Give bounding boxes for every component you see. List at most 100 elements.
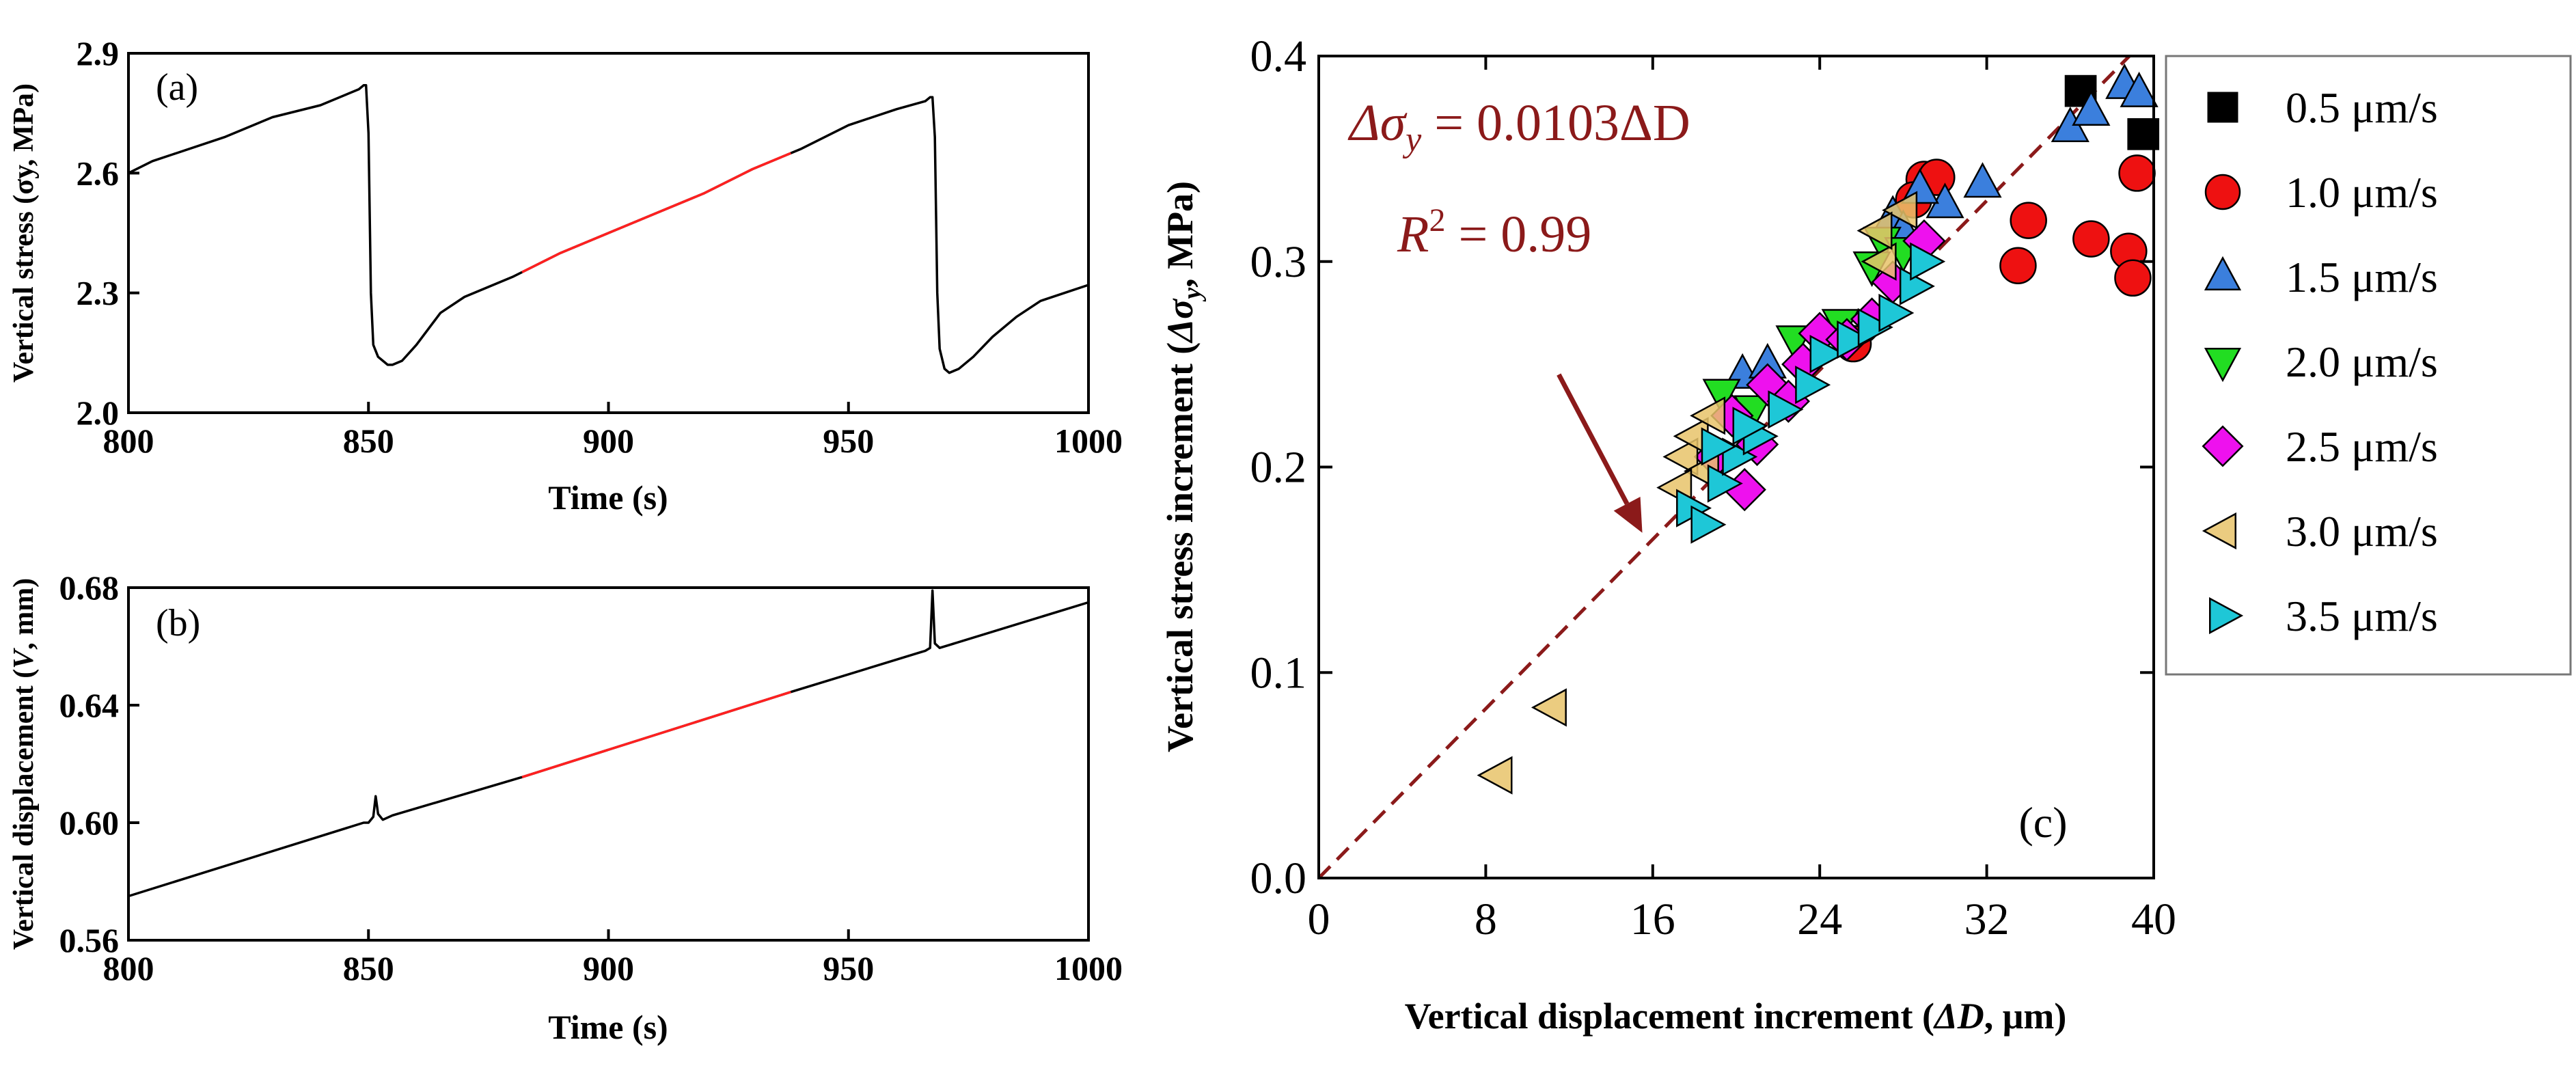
a-x-tick-label: 950 bbox=[823, 422, 874, 460]
a-y-tick-label: 2.0 bbox=[77, 394, 120, 432]
legend-marker bbox=[2202, 512, 2236, 550]
data-point bbox=[2072, 90, 2111, 126]
a-x-tick-label: 900 bbox=[583, 422, 634, 460]
legend-entry: 2.0 μm/s bbox=[2204, 338, 2438, 386]
legend-label: 3.5 μm/s bbox=[2286, 592, 2438, 640]
legend-label: 1.0 μm/s bbox=[2286, 168, 2438, 217]
data-point bbox=[1963, 162, 2002, 198]
legend-marker bbox=[2202, 425, 2244, 467]
b-x-tick-label: 800 bbox=[103, 949, 154, 987]
data-point bbox=[1701, 427, 1737, 466]
panel-c-x-ticks: 0 8 16 24 32 40 bbox=[1308, 56, 2176, 944]
legend-marker bbox=[2204, 256, 2242, 290]
a-y-tick-label: 2.9 bbox=[77, 34, 120, 72]
legend-marker bbox=[2204, 348, 2242, 383]
data-point bbox=[1857, 307, 1893, 347]
c-y-tick-label: 0.1 bbox=[1250, 648, 1307, 698]
legend-label: 0.5 μm/s bbox=[2286, 83, 2438, 132]
legend-entry: 0.5 μm/s bbox=[2207, 83, 2438, 132]
legend-label: 2.0 μm/s bbox=[2286, 338, 2438, 386]
data-point bbox=[1690, 396, 1726, 435]
series-3-0-m-s bbox=[1477, 191, 1918, 795]
data-point bbox=[2010, 202, 2047, 239]
c-x-tick-label: 24 bbox=[1797, 894, 1842, 944]
legend: 0.5 μm/s 1.0 μm/s 1.5 μm/s 2.0 μm/s 2.5 μm/s… bbox=[2165, 55, 2572, 676]
legend-marker bbox=[2207, 92, 2238, 123]
panel-b-displacement-trace bbox=[128, 589, 1089, 898]
data-point bbox=[1746, 363, 1790, 407]
b-x-tick-label: 850 bbox=[343, 949, 394, 987]
a-x-tick-label: 1000 bbox=[1054, 422, 1123, 460]
legend-entry: 3.5 μm/s bbox=[2209, 592, 2438, 640]
panel-b-x-ticks: 800 850 900 950 1000 bbox=[103, 929, 1123, 987]
panel-a-stress-trace bbox=[128, 84, 1089, 374]
legend-entry: 1.0 μm/s bbox=[2204, 168, 2438, 217]
panel-a-x-axis-label: Time (s) bbox=[548, 478, 668, 517]
legend-label: 2.5 μm/s bbox=[2286, 422, 2438, 471]
c-x-tick-label: 16 bbox=[1630, 894, 1675, 944]
panel-c-arrow-head bbox=[1613, 497, 1643, 533]
a-y-tick-label: 2.3 bbox=[77, 274, 120, 312]
panel-c-label: (c) bbox=[2018, 798, 2067, 847]
legend-marker bbox=[2209, 597, 2244, 635]
data-point bbox=[1878, 293, 1915, 333]
data-point bbox=[1999, 247, 2037, 285]
panel-c-annotation-arrow bbox=[1557, 373, 1643, 533]
legend-entry: 3.0 μm/s bbox=[2202, 507, 2438, 556]
panel-c-scatter-points bbox=[1477, 63, 2160, 795]
b-y-tick-label: 0.56 bbox=[59, 921, 120, 959]
panel-a-x-ticks: 800 850 900 950 1000 bbox=[103, 402, 1123, 460]
c-x-tick-label: 8 bbox=[1475, 894, 1497, 944]
data-point bbox=[2120, 71, 2159, 107]
data-point bbox=[2072, 220, 2110, 258]
data-point bbox=[1809, 334, 1846, 374]
data-point bbox=[1837, 320, 1873, 359]
data-point bbox=[1531, 688, 1567, 727]
data-point bbox=[1477, 756, 1513, 795]
panel-a-stress-trace-highlight bbox=[521, 152, 792, 273]
b-y-tick-label: 0.60 bbox=[59, 804, 120, 842]
data-point bbox=[1690, 505, 1727, 544]
legend-label: 3.0 μm/s bbox=[2286, 507, 2438, 556]
panel-a-y-ticks: 2.0 2.3 2.6 2.9 bbox=[77, 34, 139, 432]
b-x-tick-label: 950 bbox=[823, 949, 874, 987]
panel-b-label: (b) bbox=[156, 602, 200, 644]
panel-c: 0 8 16 24 32 40 0.0 0.1 0.2 0.3 0.4 Δσy = 0.0103Δ… bbox=[1160, 31, 2176, 1037]
b-x-tick-label: 1000 bbox=[1054, 949, 1123, 987]
panel-c-arrow-shaft bbox=[1557, 373, 1630, 505]
panel-b-y-ticks: 0.56 0.60 0.64 0.68 bbox=[59, 569, 139, 959]
a-x-tick-label: 850 bbox=[343, 422, 394, 460]
panel-b-y-axis-label: Vertical displacement (V, mm) bbox=[8, 578, 40, 950]
data-point bbox=[1856, 211, 1893, 250]
legend-marker bbox=[2204, 174, 2241, 210]
c-y-tick-label: 0.3 bbox=[1250, 237, 1307, 287]
data-point bbox=[1882, 191, 1918, 230]
data-point bbox=[1899, 266, 1935, 305]
data-point bbox=[1768, 390, 1804, 429]
data-point bbox=[2114, 259, 2152, 297]
panel-b-displacement-trace-highlight bbox=[521, 691, 791, 778]
data-point bbox=[1662, 437, 1699, 476]
c-x-tick-label: 40 bbox=[2131, 894, 2176, 944]
legend-entry: 2.5 μm/s bbox=[2202, 422, 2438, 471]
panel-b-x-axis-label: Time (s) bbox=[548, 1008, 668, 1046]
data-point bbox=[1707, 464, 1743, 503]
panel-a-y-axis-label: Vertical stress (σy, MPa) bbox=[8, 83, 40, 383]
panel-c-fit-equation: Δσy = 0.0103ΔD bbox=[1347, 94, 1690, 159]
a-y-tick-label: 2.6 bbox=[77, 154, 120, 192]
b-y-tick-label: 0.68 bbox=[59, 569, 120, 607]
panel-c-y-ticks: 0.0 0.1 0.2 0.3 0.4 bbox=[1250, 31, 2154, 903]
data-point bbox=[1732, 407, 1768, 446]
c-x-tick-label: 32 bbox=[1964, 894, 2010, 944]
data-point bbox=[2118, 154, 2156, 192]
data-point bbox=[1861, 242, 1897, 281]
c-y-tick-label: 0.4 bbox=[1250, 31, 1307, 81]
legend-frame bbox=[2165, 55, 2572, 676]
panel-a: 800 850 900 950 1000 2.0 2.3 2.6 2.9 (a) Time (… bbox=[8, 34, 1123, 517]
series-3-5-m-s bbox=[1676, 242, 1946, 544]
c-y-tick-label: 0.2 bbox=[1250, 443, 1307, 493]
b-y-tick-label: 0.64 bbox=[59, 686, 120, 724]
data-point bbox=[1795, 366, 1831, 405]
data-point bbox=[1910, 242, 1946, 281]
panel-c-y-axis-label: Vertical stress increment (Δσy, MPa) bbox=[1160, 181, 1207, 752]
